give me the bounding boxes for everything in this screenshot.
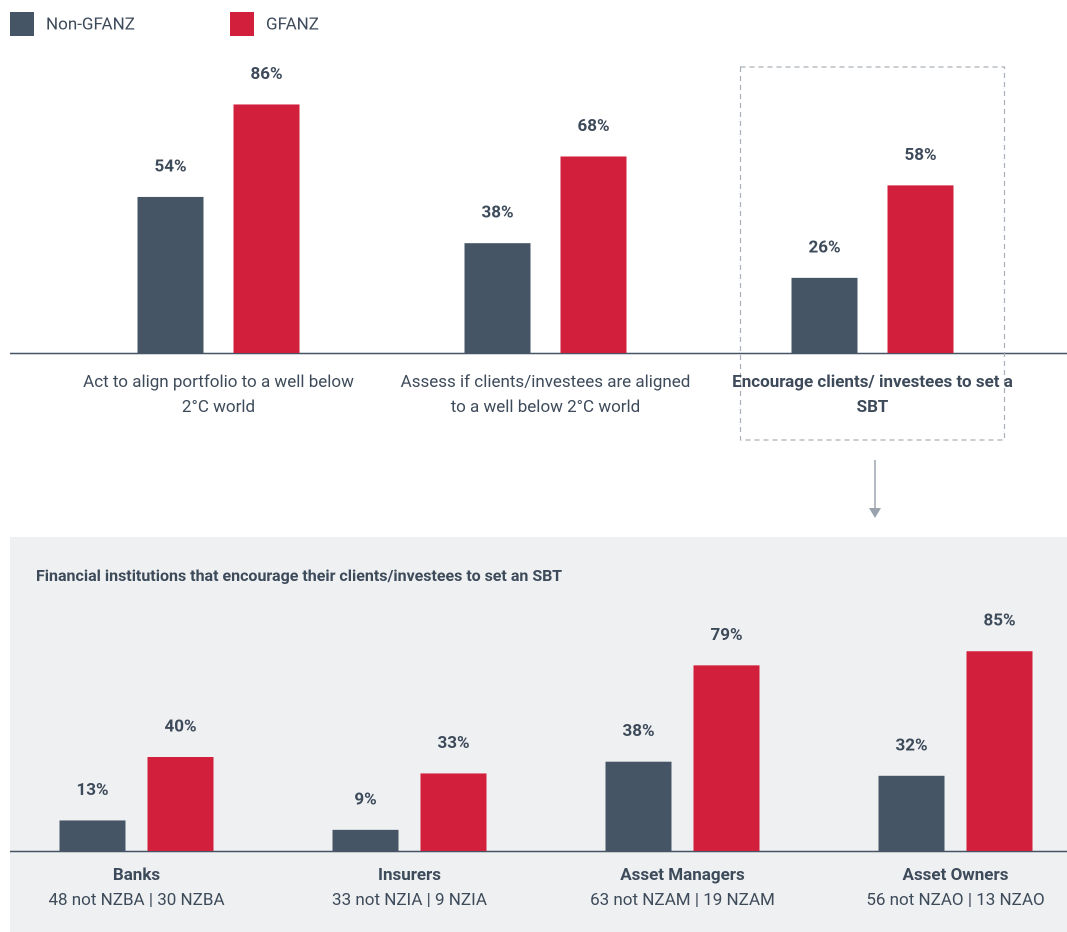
- bar: [887, 185, 954, 353]
- data-label: 38%: [622, 721, 654, 741]
- bar: [147, 757, 214, 851]
- category-label: Banks: [112, 865, 161, 885]
- bar: [137, 196, 204, 353]
- panel-title: Financial institutions that encourage th…: [36, 566, 562, 585]
- bar: [59, 820, 126, 851]
- bar: [560, 156, 627, 353]
- bar: [420, 773, 487, 851]
- bar: [878, 775, 945, 851]
- legend-label: GFANZ: [266, 14, 319, 34]
- data-label: 13%: [76, 780, 108, 800]
- data-label: 86%: [250, 64, 282, 84]
- category-label: Encourage clients/ investees to set a SB…: [732, 372, 1013, 417]
- category-detail: 48 not NZBA | 30 NZBA: [48, 890, 225, 910]
- data-label: 68%: [577, 116, 609, 136]
- legend-label: Non-GFANZ: [46, 14, 135, 34]
- bar: [332, 829, 399, 851]
- data-label: 58%: [904, 145, 936, 165]
- data-label: 9%: [354, 789, 376, 809]
- highlight-box: [739, 66, 1006, 441]
- data-label: 33%: [437, 733, 469, 753]
- data-label: 54%: [154, 156, 186, 176]
- bar: [464, 243, 531, 353]
- category-label: Assess if clients/investees are aligned …: [400, 372, 691, 417]
- data-label: 38%: [481, 203, 513, 223]
- bar: [233, 104, 300, 354]
- category-label: Asset Managers: [620, 865, 745, 885]
- category-detail: 33 not NZIA | 9 NZIA: [332, 890, 487, 910]
- bar: [966, 651, 1033, 851]
- data-label: 32%: [895, 735, 927, 755]
- category-label: Act to align portfolio to a well below 2…: [83, 372, 354, 417]
- category-label: Insurers: [378, 865, 441, 885]
- category-detail: 56 not NZAO | 13 NZAO: [866, 890, 1045, 910]
- data-label: 26%: [808, 237, 840, 257]
- data-label: 40%: [164, 716, 196, 736]
- legend-swatch: [10, 12, 34, 36]
- arrow-head: [869, 508, 881, 518]
- panel: [10, 537, 1067, 932]
- category-label: Asset Owners: [902, 865, 1009, 885]
- bar: [791, 277, 858, 353]
- bar: [605, 761, 672, 851]
- data-label: 85%: [983, 611, 1015, 631]
- legend-swatch: [230, 12, 254, 36]
- bar: [693, 665, 760, 851]
- category-detail: 63 not NZAM | 19 NZAM: [590, 890, 775, 910]
- data-label: 79%: [710, 625, 742, 645]
